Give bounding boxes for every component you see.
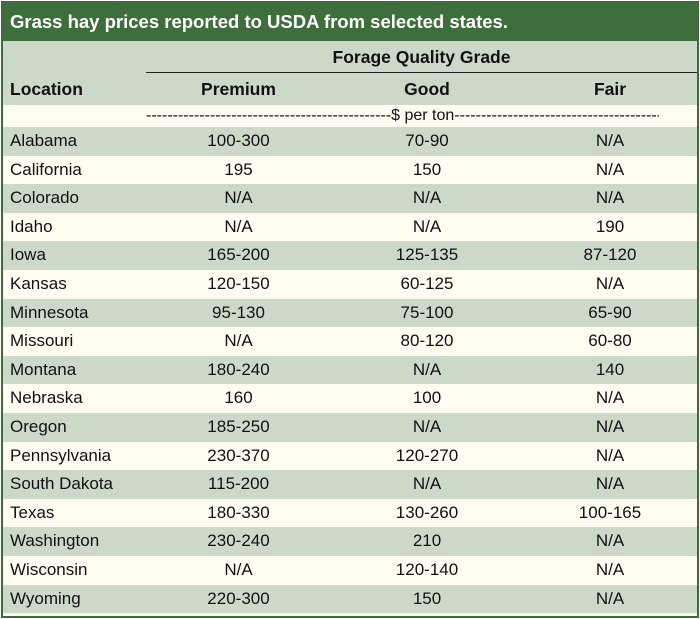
- cell-fair: 60-80: [588, 331, 632, 351]
- cell-fair: N/A: [595, 474, 625, 494]
- cell-premium: 185-250: [207, 416, 270, 436]
- cell-premium: 165-200: [207, 245, 270, 265]
- cell-location: Alabama: [10, 131, 78, 150]
- cell-good: N/A: [412, 216, 442, 236]
- cell-location: Idaho: [10, 216, 53, 236]
- cell-premium: N/A: [224, 216, 253, 236]
- cell-location: Missouri: [10, 331, 74, 351]
- cell-good: 75-100: [400, 302, 454, 322]
- cell-location: Texas: [10, 502, 55, 522]
- table-row: Wisconsin N/A 120-140 N/A: [3, 555, 697, 585]
- table-body: Alabama 100-300 70-90 N/A California 195 150 N/…: [3, 127, 697, 614]
- table-row: Montana 180-240 N/A 140: [3, 355, 697, 385]
- cell-location: Washington: [10, 531, 100, 551]
- cell-location: Wyoming: [10, 588, 81, 608]
- table-row: Pennsylvania 230-370 120-270 N/A: [3, 441, 697, 471]
- cell-premium: 195: [224, 159, 253, 179]
- cell-good: N/A: [412, 188, 442, 208]
- cell-fair: N/A: [595, 188, 625, 208]
- table-row: South Dakota 115-200 N/A N/A: [3, 470, 697, 499]
- cell-location: Wisconsin: [10, 559, 88, 579]
- table-row: Iowa 165-200 125-135 87-120: [3, 241, 697, 270]
- table-title: Grass hay prices reported to USDA from s…: [3, 3, 697, 41]
- cell-location: California: [10, 159, 82, 179]
- table-row: Colorado N/A N/A N/A: [3, 184, 697, 213]
- table-row: Missouri N/A 80-120 60-80: [3, 327, 697, 356]
- cell-fair: N/A: [595, 531, 625, 551]
- cell-premium: 160: [224, 388, 253, 408]
- table-row: Texas 180-330 130-260 100-165: [3, 498, 697, 528]
- cell-good: 70-90: [405, 131, 449, 150]
- cell-good: N/A: [412, 359, 442, 379]
- cell-location: Montana: [10, 359, 77, 379]
- cell-location: Iowa: [10, 245, 46, 265]
- cell-premium: 120-150: [207, 273, 270, 293]
- cell-good: 125-135: [395, 245, 459, 265]
- cell-fair: N/A: [595, 445, 625, 465]
- cell-good: 130-260: [395, 502, 459, 522]
- cell-fair: N/A: [595, 416, 625, 436]
- cell-fair: N/A: [595, 159, 625, 179]
- cell-good: 120-140: [395, 559, 459, 579]
- table-row: Oregon 185-250 N/A N/A: [3, 412, 697, 442]
- column-header-good: Good: [404, 79, 450, 99]
- cell-fair: 100-165: [578, 502, 642, 522]
- unit-row: ----------------------------------------…: [3, 105, 697, 127]
- cell-location: Pennsylvania: [10, 445, 112, 465]
- cell-location: Minnesota: [10, 302, 89, 322]
- cell-premium: 230-370: [207, 445, 270, 465]
- table-row: Kansas 120-150 60-125 N/A: [3, 269, 697, 299]
- group-header-rule: [146, 72, 697, 73]
- cell-location: South Dakota: [10, 474, 114, 494]
- cell-premium: 115-200: [207, 474, 270, 494]
- table-row: Alabama 100-300 70-90 N/A: [3, 127, 697, 156]
- cell-good: 60-125: [400, 273, 454, 293]
- table-row: Wyoming 220-300 150 N/A: [3, 584, 697, 614]
- column-header-fair: Fair: [593, 79, 627, 99]
- column-header-location: Location: [10, 79, 83, 99]
- cell-fair: 140: [595, 359, 625, 379]
- cell-location: Nebraska: [10, 388, 83, 408]
- cell-fair: N/A: [595, 273, 625, 293]
- cell-location: Kansas: [10, 273, 67, 293]
- table-header: Forage Quality Grade Location Premium Go…: [3, 41, 697, 105]
- cell-fair: N/A: [595, 388, 625, 408]
- cell-premium: 230-240: [207, 531, 270, 551]
- cell-premium: N/A: [224, 331, 253, 351]
- cell-fair: 65-90: [588, 302, 632, 322]
- table-row: Washington 230-240 210 N/A: [3, 527, 697, 556]
- table-row: California 195 150 N/A: [3, 155, 697, 185]
- group-header-forage-quality: Forage Quality Grade: [332, 47, 511, 67]
- cell-fair: N/A: [595, 559, 625, 579]
- table-row: Idaho N/A N/A 190: [3, 212, 697, 242]
- cell-premium: 180-330: [207, 502, 270, 522]
- table-row: Minnesota 95-130 75-100 65-90: [3, 298, 697, 328]
- cell-premium: 220-300: [207, 588, 270, 608]
- cell-fair: N/A: [595, 131, 625, 150]
- cell-fair: 87-120: [583, 245, 637, 265]
- cell-premium: 95-130: [212, 302, 265, 322]
- cell-premium: 100-300: [207, 131, 270, 150]
- cell-fair: N/A: [595, 588, 625, 608]
- cell-good: N/A: [412, 474, 442, 494]
- cell-premium: N/A: [224, 559, 253, 579]
- cell-good: 80-120: [400, 331, 454, 351]
- cell-good: 120-270: [395, 445, 459, 465]
- table-row: Nebraska 160 100 N/A: [3, 384, 697, 413]
- cell-premium: N/A: [224, 188, 253, 208]
- column-header-premium: Premium: [201, 79, 276, 99]
- cell-good: 150: [412, 588, 442, 608]
- unit-label: ----------------------------------------…: [146, 107, 659, 124]
- cell-good: N/A: [412, 416, 442, 436]
- cell-premium: 180-240: [207, 359, 270, 379]
- cell-good: 100: [412, 388, 442, 408]
- cell-location: Colorado: [10, 188, 79, 208]
- cell-location: Oregon: [10, 416, 67, 436]
- cell-good: 150: [412, 159, 442, 179]
- cell-good: 210: [412, 531, 442, 551]
- cell-fair: 190: [595, 216, 625, 236]
